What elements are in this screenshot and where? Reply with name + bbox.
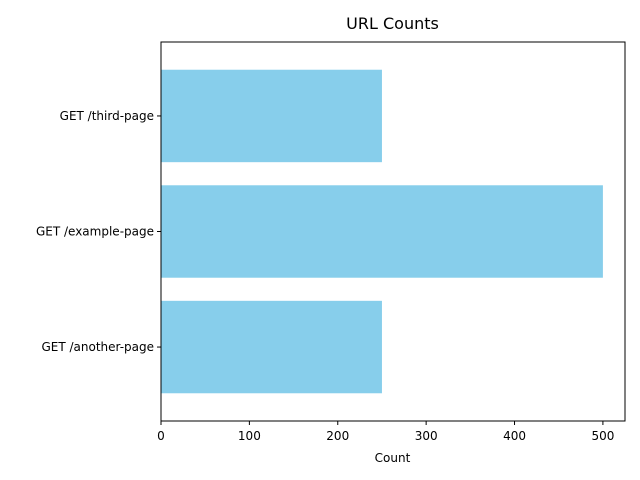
x-axis-label: Count xyxy=(375,451,411,465)
x-tick-label: 500 xyxy=(591,429,614,443)
bar xyxy=(161,300,382,394)
x-tick-label: 400 xyxy=(503,429,526,443)
bars-layer xyxy=(161,69,603,394)
y-tick-label: GET /third-page xyxy=(60,109,154,123)
bar xyxy=(161,69,382,163)
x-tick-label: 200 xyxy=(326,429,349,443)
bar xyxy=(161,185,603,278)
chart-title: URL Counts xyxy=(346,14,439,33)
x-tick-label: 100 xyxy=(238,429,261,443)
ticks-layer: GET /another-page GET /example-page GET /t… xyxy=(36,109,614,443)
x-tick-label: 300 xyxy=(415,429,438,443)
x-tick-label: 0 xyxy=(157,429,165,443)
y-tick-label: GET /another-page xyxy=(41,340,154,354)
y-tick-label: GET /example-page xyxy=(36,225,154,239)
